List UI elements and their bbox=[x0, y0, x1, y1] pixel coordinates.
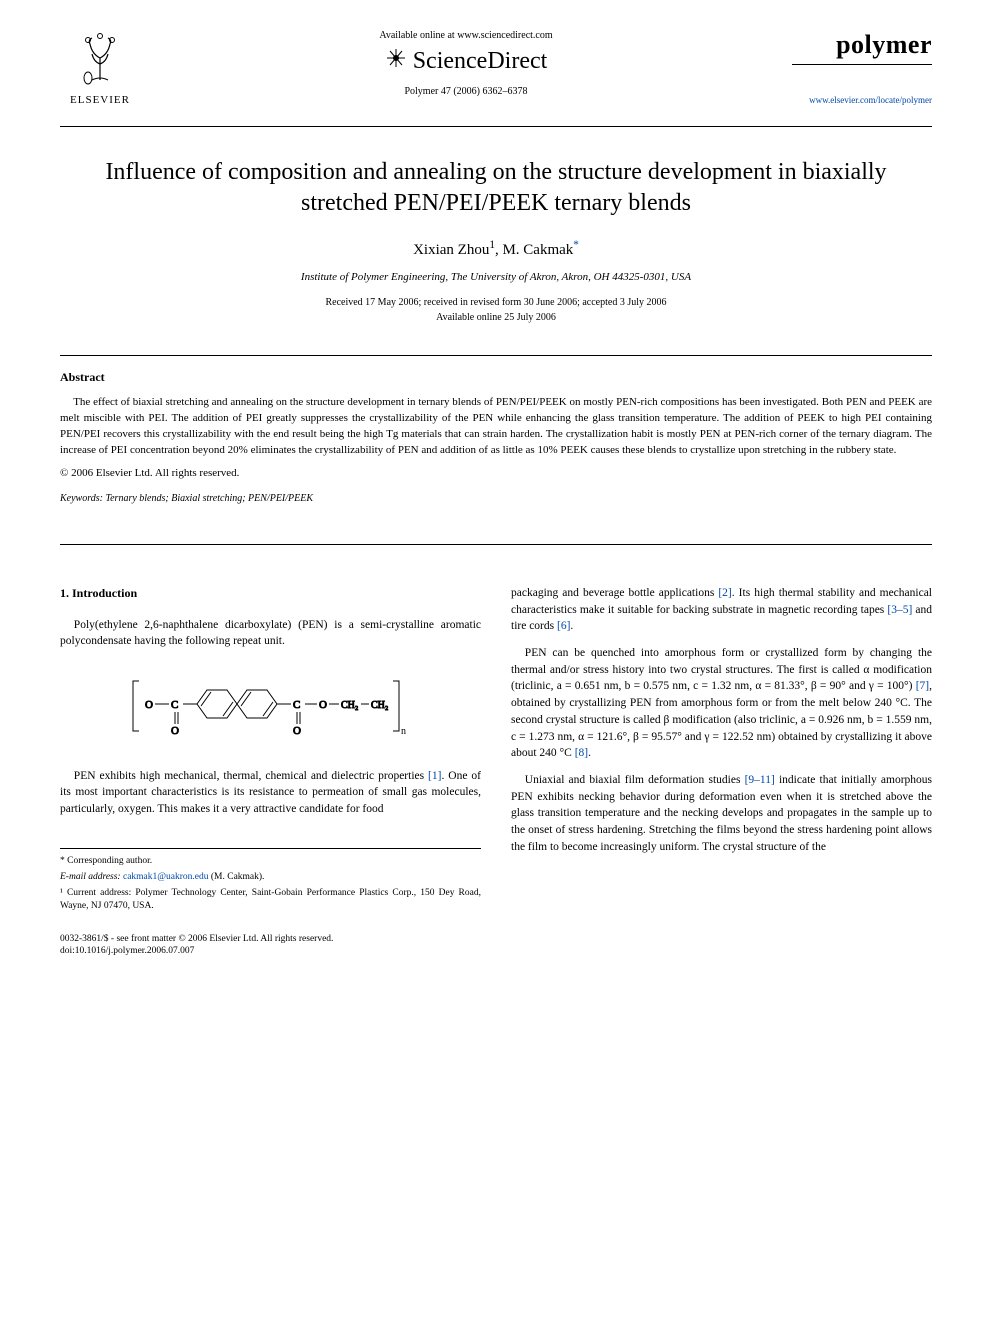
email-person: (M. Cakmak). bbox=[209, 872, 265, 882]
corresponding-author-note: * Corresponding author. bbox=[60, 855, 481, 868]
svg-text:O: O bbox=[145, 699, 153, 711]
journal-reference: Polymer 47 (2006) 6362–6378 bbox=[160, 86, 772, 97]
elsevier-logo-block: ELSEVIER bbox=[60, 30, 140, 106]
intro-para-2: PEN exhibits high mechanical, thermal, c… bbox=[60, 768, 481, 818]
chemical-structure-diagram: O C O bbox=[60, 666, 481, 752]
c2p1-pre: packaging and beverage bottle applicatio… bbox=[511, 587, 718, 599]
abstract-heading: Abstract bbox=[60, 370, 932, 385]
center-header: Available online at www.sciencedirect.co… bbox=[140, 30, 792, 97]
polymer-url-link[interactable]: www.elsevier.com/locate/polymer bbox=[792, 95, 932, 105]
section-1-heading: 1. Introduction bbox=[60, 585, 481, 602]
svg-text:CH₂: CH₂ bbox=[341, 700, 358, 711]
abstract-section: Abstract The effect of biaxial stretchin… bbox=[60, 370, 932, 504]
p2-pre: PEN exhibits high mechanical, thermal, c… bbox=[74, 770, 428, 782]
email-label: E-mail address: bbox=[60, 872, 121, 882]
svg-text:C: C bbox=[171, 699, 178, 711]
keywords-text: Ternary blends; Biaxial stretching; PEN/… bbox=[103, 493, 313, 504]
article-title: Influence of composition and annealing o… bbox=[60, 157, 932, 219]
c2p2-post: . bbox=[588, 747, 591, 759]
elsevier-name: ELSEVIER bbox=[60, 94, 140, 106]
dates-line1: Received 17 May 2006; received in revise… bbox=[60, 295, 932, 310]
abstract-body: The effect of biaxial stretching and ann… bbox=[60, 395, 932, 459]
author-2: M. Cakmak bbox=[502, 242, 573, 258]
divider bbox=[792, 64, 932, 65]
authors-line: Xixian Zhou1, M. Cakmak* bbox=[60, 239, 932, 259]
footnotes-block: * Corresponding author. E-mail address: … bbox=[60, 848, 481, 914]
sd-burst-icon bbox=[385, 47, 407, 76]
footnote-1: ¹ Current address: Polymer Technology Ce… bbox=[60, 887, 481, 914]
col2-para-1: packaging and beverage bottle applicatio… bbox=[511, 585, 932, 635]
author-1-sup: 1 bbox=[489, 239, 495, 251]
ref-link-7[interactable]: [7] bbox=[916, 680, 929, 692]
sciencedirect-logo: ScienceDirect bbox=[160, 47, 772, 76]
intro-para-1: Poly(ethylene 2,6-naphthalene dicarboxyl… bbox=[60, 617, 481, 650]
page-footer: 0032-3861/$ - see front matter © 2006 El… bbox=[60, 933, 932, 958]
abstract-copyright: © 2006 Elsevier Ltd. All rights reserved… bbox=[60, 467, 932, 479]
body-columns: 1. Introduction Poly(ethylene 2,6-naphth… bbox=[60, 585, 932, 917]
ref-link-3-5[interactable]: [3–5] bbox=[887, 604, 912, 616]
svg-text:O: O bbox=[171, 725, 179, 737]
footer-line2: doi:10.1016/j.polymer.2006.07.007 bbox=[60, 945, 932, 957]
page-header: ELSEVIER Available online at www.science… bbox=[60, 30, 932, 106]
abstract-bottom-rule bbox=[60, 544, 932, 545]
ref-link-8[interactable]: [8] bbox=[575, 747, 588, 759]
ref-link-2[interactable]: [2] bbox=[718, 587, 731, 599]
journal-logo-block: polymer www.elsevier.com/locate/polymer bbox=[792, 30, 932, 105]
left-column: 1. Introduction Poly(ethylene 2,6-naphth… bbox=[60, 585, 481, 917]
col2-para-2: PEN can be quenched into amorphous form … bbox=[511, 645, 932, 762]
ref-link-1[interactable]: [1] bbox=[428, 770, 441, 782]
c2p2-pre: PEN can be quenched into amorphous form … bbox=[511, 647, 932, 692]
svg-text:n: n bbox=[401, 726, 406, 737]
svg-text:O: O bbox=[293, 725, 301, 737]
ref-link-9-11[interactable]: [9–11] bbox=[745, 774, 775, 786]
svg-text:C: C bbox=[293, 699, 300, 711]
author-2-sup[interactable]: * bbox=[573, 239, 579, 251]
email-link[interactable]: cakmak1@uakron.edu bbox=[123, 872, 209, 882]
svg-text:CH₂: CH₂ bbox=[371, 700, 388, 711]
keywords-label: Keywords: bbox=[60, 493, 103, 504]
c2p1-post: . bbox=[570, 620, 573, 632]
article-dates: Received 17 May 2006; received in revise… bbox=[60, 295, 932, 325]
elsevier-tree-icon bbox=[70, 30, 130, 90]
abstract-top-rule bbox=[60, 355, 932, 356]
sciencedirect-text: ScienceDirect bbox=[413, 48, 548, 75]
author-1: Xixian Zhou bbox=[413, 242, 489, 258]
footer-line1: 0032-3861/$ - see front matter © 2006 El… bbox=[60, 933, 932, 945]
affiliation: Institute of Polymer Engineering, The Un… bbox=[60, 271, 932, 283]
ref-link-6[interactable]: [6] bbox=[557, 620, 570, 632]
polymer-logo: polymer bbox=[792, 30, 932, 60]
keywords-line: Keywords: Ternary blends; Biaxial stretc… bbox=[60, 493, 932, 504]
available-online-text: Available online at www.sciencedirect.co… bbox=[160, 30, 772, 41]
right-column: packaging and beverage bottle applicatio… bbox=[511, 585, 932, 917]
dates-line2: Available online 25 July 2006 bbox=[60, 310, 932, 325]
col2-para-3: Uniaxial and biaxial film deformation st… bbox=[511, 772, 932, 855]
header-rule bbox=[60, 126, 932, 127]
svg-text:O: O bbox=[319, 699, 327, 711]
c2p3-pre: Uniaxial and biaxial film deformation st… bbox=[525, 774, 745, 786]
email-line: E-mail address: cakmak1@uakron.edu (M. C… bbox=[60, 871, 481, 884]
